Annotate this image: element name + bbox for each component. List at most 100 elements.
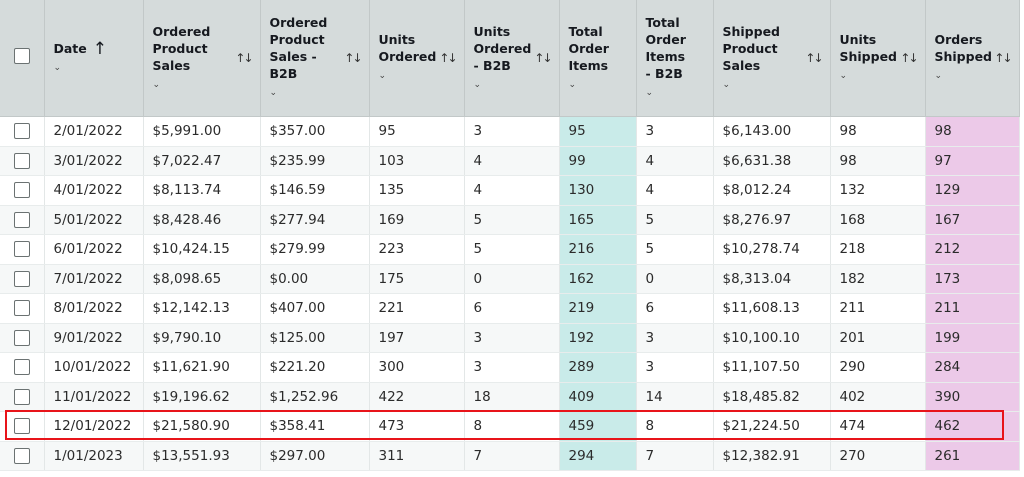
cell-units-ordered: 300	[369, 352, 465, 383]
table-row[interactable]: 6/01/2022 $10,424.15 $279.99 223 5 216 5 $10,27…	[0, 234, 1020, 265]
cell-units-shipped: 201	[830, 323, 926, 353]
cell-total-order-items-b2b: 5	[636, 234, 714, 265]
select-all-checkbox[interactable]	[13, 48, 30, 64]
cell-date: 6/01/2022	[44, 234, 144, 265]
cell-total-order-items: 165	[559, 205, 637, 235]
cell-ordered-product-sales-b2b: $0.00	[260, 264, 370, 294]
chevron-down-icon[interactable]: ⌄	[839, 71, 848, 81]
cell-ordered-product-sales: $8,113.74	[143, 175, 261, 206]
chevron-down-icon[interactable]: ⌄	[722, 79, 731, 90]
table-row[interactable]: 11/01/2022 $19,196.62 $1,252.96 422 18 409 14 $…	[0, 382, 1020, 412]
row-select-cell	[0, 352, 45, 383]
cell-units-ordered: 221	[369, 293, 465, 324]
select-all-cell	[0, 0, 45, 117]
row-checkbox[interactable]	[13, 300, 30, 317]
sort-icon[interactable]: ↑↓	[534, 51, 552, 65]
cell-units-ordered: 95	[369, 116, 465, 147]
chevron-down-icon[interactable]: ⌄	[934, 71, 943, 81]
cell-units-shipped: 168	[830, 205, 926, 235]
column-header-date[interactable]: Date ↑ ⌄	[44, 0, 144, 117]
cell-units-ordered-b2b: 4	[464, 146, 560, 176]
cell-total-order-items: 162	[559, 264, 637, 294]
table-row[interactable]: 3/01/2022 $7,022.47 $235.99 103 4 99 4 $6,631.3…	[0, 146, 1020, 176]
sort-icon[interactable]: ↑↓	[805, 51, 823, 65]
column-header-ordered-product-sales[interactable]: Ordered Product Sales ⌄ ↑↓	[143, 0, 261, 117]
table-row[interactable]: 1/01/2023 $13,551.93 $297.00 311 7 294 7 $12,38…	[0, 441, 1020, 471]
cell-total-order-items-b2b: 0	[636, 264, 714, 294]
row-select-cell	[0, 293, 45, 324]
cell-shipped-product-sales: $8,276.97	[713, 205, 831, 235]
cell-date: 8/01/2022	[44, 293, 144, 324]
chevron-down-icon[interactable]: ⌄	[378, 71, 387, 81]
chevron-down-icon[interactable]: ⌄	[152, 79, 161, 90]
row-checkbox[interactable]	[13, 123, 30, 140]
cell-units-shipped: 270	[830, 441, 926, 471]
table-row[interactable]: 7/01/2022 $8,098.65 $0.00 175 0 162 0 $8,313.04…	[0, 264, 1020, 294]
cell-orders-shipped: 98	[925, 116, 1020, 147]
cell-units-ordered-b2b: 6	[464, 293, 560, 324]
table-row[interactable]: 2/01/2022 $5,991.00 $357.00 95 3 95 3 $6,143.00…	[0, 116, 1020, 147]
row-checkbox[interactable]	[13, 388, 30, 405]
cell-orders-shipped: 167	[925, 205, 1020, 235]
table-body: 2/01/2022 $5,991.00 $357.00 95 3 95 3 $6,143.00…	[0, 116, 1020, 471]
column-header-units-ordered[interactable]: Units Ordered ⌄ ↑↓	[369, 0, 465, 117]
table-row[interactable]: 12/01/2022 $21,580.90 $358.41 473 8 459 8 $21,2…	[0, 411, 1020, 442]
chevron-down-icon[interactable]: ⌄	[53, 62, 62, 73]
row-checkbox[interactable]	[13, 182, 30, 199]
row-select-cell	[0, 146, 45, 176]
cell-units-ordered: 422	[369, 382, 465, 412]
column-header-ordered-product-sales-b2b[interactable]: Ordered Product Sales - B2B ⌄ ↑↓	[260, 0, 370, 117]
cell-units-ordered: 223	[369, 234, 465, 265]
cell-units-ordered-b2b: 8	[464, 411, 560, 442]
row-checkbox[interactable]	[13, 418, 30, 435]
sort-icon[interactable]: ↑↓	[235, 51, 253, 65]
cell-date: 11/01/2022	[44, 382, 144, 412]
cell-ordered-product-sales: $7,022.47	[143, 146, 261, 176]
cell-total-order-items-b2b: 6	[636, 293, 714, 324]
cell-date: 4/01/2022	[44, 175, 144, 206]
cell-orders-shipped: 390	[925, 382, 1020, 412]
column-header-units-shipped[interactable]: Units Shipped ⌄ ↑↓	[830, 0, 926, 117]
sort-icon[interactable]: ↑↓	[900, 51, 918, 65]
table-row[interactable]: 5/01/2022 $8,428.46 $277.94 169 5 165 5 $8,276.…	[0, 205, 1020, 235]
cell-ordered-product-sales: $12,142.13	[143, 293, 261, 324]
column-header-shipped-product-sales[interactable]: Shipped Product Sales ⌄ ↑↓	[713, 0, 831, 117]
column-header-total-order-items-b2b[interactable]: Total Order Items - B2B ⌄	[636, 0, 714, 117]
chevron-down-icon[interactable]: ⌄	[473, 79, 482, 90]
cell-shipped-product-sales: $10,278.74	[713, 234, 831, 265]
row-select-cell	[0, 264, 45, 294]
row-checkbox[interactable]	[13, 329, 30, 346]
sort-icon[interactable]: ↑↓	[344, 51, 362, 65]
column-header-orders-shipped[interactable]: Orders Shipped ⌄ ↑↓	[925, 0, 1020, 117]
cell-orders-shipped: 199	[925, 323, 1020, 353]
cell-ordered-product-sales: $13,551.93	[143, 441, 261, 471]
row-checkbox[interactable]	[13, 241, 30, 258]
column-label: Ordered Product Sales - B2B	[269, 15, 328, 81]
row-checkbox[interactable]	[13, 270, 30, 287]
row-checkbox[interactable]	[13, 359, 30, 376]
cell-total-order-items-b2b: 14	[636, 382, 714, 412]
chevron-down-icon[interactable]: ⌄	[568, 79, 577, 90]
row-checkbox[interactable]	[13, 447, 30, 464]
cell-units-ordered-b2b: 3	[464, 352, 560, 383]
sort-icon[interactable]: ↑↓	[439, 51, 457, 65]
column-header-units-ordered-b2b[interactable]: Units Ordered - B2B ⌄ ↑↓	[464, 0, 560, 117]
cell-date: 7/01/2022	[44, 264, 144, 294]
cell-units-ordered: 473	[369, 411, 465, 442]
sort-icon[interactable]: ↑↓	[994, 51, 1012, 65]
row-checkbox[interactable]	[13, 211, 30, 228]
table-row[interactable]: 9/01/2022 $9,790.10 $125.00 197 3 192 3 $10,100…	[0, 323, 1020, 353]
row-checkbox[interactable]	[13, 152, 30, 169]
cell-orders-shipped: 97	[925, 146, 1020, 176]
chevron-down-icon[interactable]: ⌄	[269, 88, 278, 98]
chevron-down-icon[interactable]: ⌄	[645, 88, 654, 98]
column-label: Units Ordered	[378, 32, 437, 64]
table-row[interactable]: 8/01/2022 $12,142.13 $407.00 221 6 219 6 $11,60…	[0, 293, 1020, 324]
table-row[interactable]: 4/01/2022 $8,113.74 $146.59 135 4 130 4 $8,012.…	[0, 175, 1020, 206]
cell-orders-shipped: 129	[925, 175, 1020, 206]
cell-ordered-product-sales-b2b: $357.00	[260, 116, 370, 147]
cell-units-ordered-b2b: 7	[464, 441, 560, 471]
sort-ascending-icon[interactable]: ↑	[92, 38, 108, 59]
table-row[interactable]: 10/01/2022 $11,621.90 $221.20 300 3 289 3 $11,1…	[0, 352, 1020, 383]
column-header-total-order-items[interactable]: Total Order Items ⌄	[559, 0, 637, 117]
